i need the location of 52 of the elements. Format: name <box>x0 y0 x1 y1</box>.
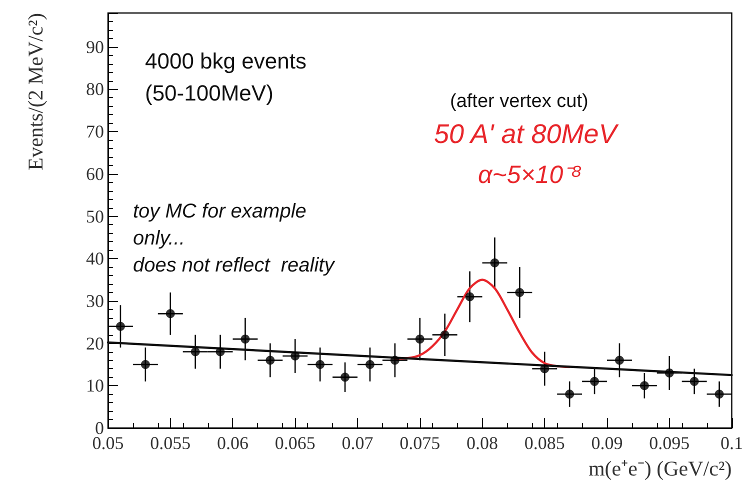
point <box>316 360 325 369</box>
point <box>365 360 374 369</box>
point <box>614 356 624 365</box>
x-tick-label: 0.09 <box>591 433 623 453</box>
point <box>166 309 175 318</box>
x-tick-label: 0.08 <box>466 433 498 453</box>
y-axis-title: Events/(2 MeV/c²) <box>24 13 48 170</box>
point <box>440 330 450 340</box>
point <box>590 376 600 386</box>
x-tick-label: 0.085 <box>524 433 565 453</box>
point <box>140 360 150 369</box>
point <box>240 334 250 344</box>
point <box>490 258 500 268</box>
annotation: (after vertex cut) <box>450 90 588 112</box>
point <box>216 347 225 356</box>
point <box>340 372 350 382</box>
x-tick-label: 0.1 <box>720 433 743 453</box>
point <box>640 381 649 390</box>
y-tick-label: 60 <box>86 164 104 184</box>
point <box>190 347 200 356</box>
point <box>540 364 550 374</box>
annotation: 4000 bkg events <box>145 48 306 74</box>
point <box>266 356 275 365</box>
annotation: 50 A' at 80MeV <box>434 119 620 150</box>
annotation: α~5×10⁻⁸ <box>478 161 582 189</box>
point <box>565 390 574 399</box>
point <box>664 368 674 378</box>
x-tick-label: 0.075 <box>400 433 440 453</box>
point <box>415 334 424 344</box>
point <box>515 288 524 297</box>
y-tick-label: 70 <box>86 122 104 142</box>
x-tick-label: 0.095 <box>649 433 690 453</box>
annotation: (50-100MeV) <box>145 80 274 106</box>
x-tick-label: 0.055 <box>150 433 191 453</box>
y-tick-label: 40 <box>86 248 104 269</box>
point <box>465 292 474 302</box>
point <box>390 356 400 365</box>
y-tick-label: 30 <box>86 290 104 311</box>
y-tick-label: 20 <box>86 333 104 354</box>
point <box>714 390 724 399</box>
y-tick-label: 50 <box>86 206 104 226</box>
point <box>116 322 125 331</box>
x-tick-label: 0.065 <box>274 433 316 453</box>
x-tick-label: 0.07 <box>342 433 374 453</box>
y-tick-label: 80 <box>86 79 104 100</box>
point <box>690 376 699 386</box>
annotation: toy MC for example only... does not reflect reality <box>133 200 336 276</box>
x-tick-label: 0.06 <box>217 433 248 453</box>
y-tick-label: 90 <box>86 36 104 57</box>
y-tick-label: 10 <box>86 376 104 396</box>
point <box>290 352 300 361</box>
x-axis-title: m(e⁺e⁻) (GeV/c²) <box>588 456 732 480</box>
